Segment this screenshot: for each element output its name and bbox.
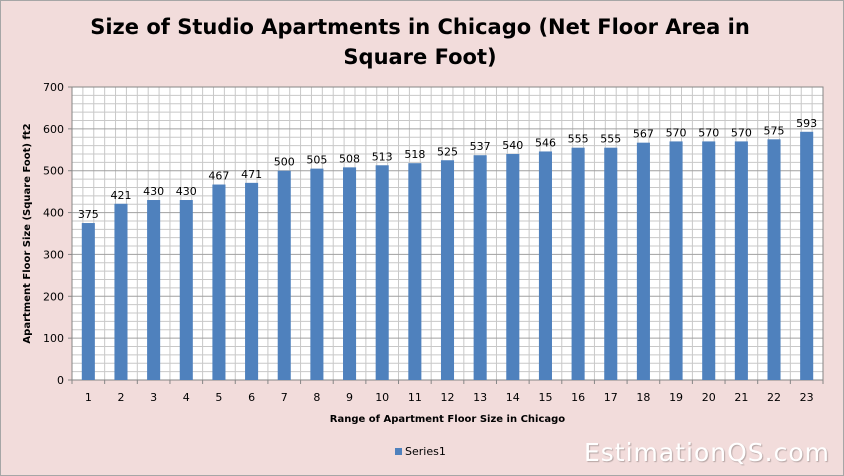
bar [604,147,618,380]
data-label: 505 [306,154,327,167]
data-label: 525 [437,145,458,158]
x-tick-label: 3 [150,391,157,404]
data-label: 513 [372,150,393,163]
data-label: 570 [731,126,752,139]
y-tick-label: 500 [43,165,64,178]
x-tick-label: 20 [702,391,716,404]
bar [179,200,193,380]
data-label: 575 [764,124,785,137]
x-tick-label: 17 [604,391,618,404]
bar [538,151,552,380]
data-label: 570 [698,126,719,139]
legend: Series1 [395,445,446,458]
x-tick-label: 18 [636,391,650,404]
x-tick-label: 4 [183,391,190,404]
bar [343,167,357,380]
x-tick-label: 5 [215,391,222,404]
x-tick-label: 9 [346,391,353,404]
y-tick-label: 400 [43,207,64,220]
data-label: 430 [176,185,197,198]
bar [310,168,324,380]
x-tick-label: 6 [248,391,255,404]
data-label: 537 [470,140,491,153]
x-tick-label: 13 [473,391,487,404]
bar [473,155,487,380]
data-label: 555 [600,133,621,146]
x-tick-label: 19 [669,391,683,404]
bar [702,141,716,380]
x-tick-label: 22 [767,391,781,404]
bar [734,141,748,380]
data-label: 555 [568,133,589,146]
x-tick-label: 8 [313,391,320,404]
data-label: 500 [274,156,295,169]
data-label: 570 [666,126,687,139]
x-tick-label: 23 [800,391,814,404]
x-tick-label: 14 [506,391,520,404]
x-tick-label: 11 [408,391,422,404]
bar [767,139,781,380]
data-label: 593 [796,117,817,130]
data-labels: 375 421 430 430 467 471 500 505 508 513 518 525 537 5… [78,117,817,221]
y-tick-label: 100 [43,332,64,345]
bar [408,163,422,380]
bar [245,182,259,380]
bar [375,165,389,380]
data-label: 421 [110,189,131,202]
x-axis-label: Range of Apartment Floor Size in Chicago [330,414,566,425]
bars [81,131,814,380]
bar [800,131,814,380]
legend-swatch [395,448,402,455]
x-tick-label: 2 [117,391,124,404]
y-tick-label: 200 [43,290,64,303]
x-tick-label: 15 [538,391,552,404]
x-tick-label: 21 [734,391,748,404]
y-tick-label: 300 [43,248,64,261]
bar [212,184,226,380]
y-tick-label: 600 [43,123,64,136]
bar [81,223,95,380]
watermark: EstimationQS.com [583,438,830,467]
data-label: 540 [502,139,523,152]
bar [440,160,455,380]
data-label: 375 [78,208,99,221]
bar [636,142,650,380]
legend-label: Series1 [405,445,446,458]
data-label: 467 [208,170,229,183]
bar [506,153,520,380]
y-axis-label: Apartment Floor Size (Square Foot) ft2 [22,123,33,343]
bar [669,141,683,380]
x-tick-label: 7 [281,391,288,404]
y-tick-label: 700 [43,81,64,94]
y-tick-label: 0 [57,374,64,387]
bar [571,147,585,380]
bar [114,203,128,380]
data-label: 508 [339,152,360,165]
x-tick-label: 1 [85,391,92,404]
data-label: 471 [241,168,262,181]
data-label: 430 [143,185,164,198]
bar [147,200,161,380]
x-tick-label: 12 [441,391,455,404]
data-label: 546 [535,136,556,149]
bar [277,170,291,380]
x-tick-label: 10 [375,391,389,404]
data-label: 518 [404,148,425,161]
chart-title: Size of Studio Apartments in Chicago (Ne… [90,15,750,69]
x-tick-label: 16 [571,391,585,404]
data-label: 567 [633,128,654,141]
